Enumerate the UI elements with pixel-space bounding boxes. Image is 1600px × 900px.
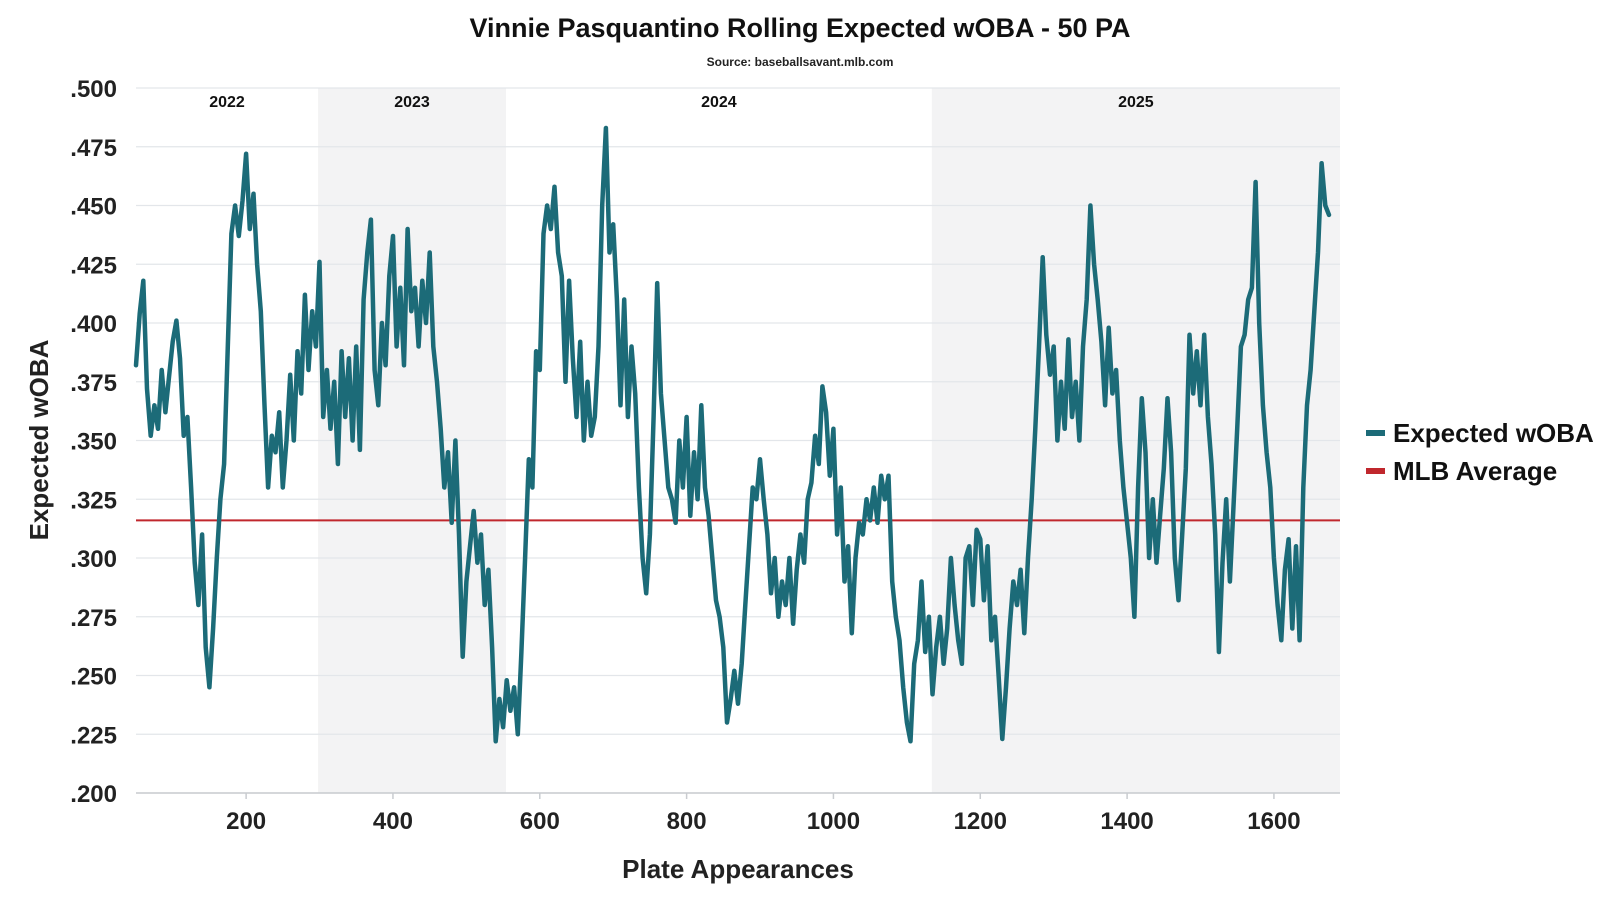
x-tick-label: 1200 (954, 808, 1007, 835)
legend-item-mlb-average: MLB Average (1366, 456, 1557, 486)
legend-swatch-expected-woba (1366, 430, 1385, 436)
y-tick-label: .400 (70, 311, 117, 338)
chart-subtitle: Source: baseballsavant.mlb.com (707, 55, 894, 69)
chart-title: Vinnie Pasquantino Rolling Expected wOBA… (469, 13, 1130, 43)
y-tick-label: .500 (70, 76, 117, 103)
series-group (133, 125, 1332, 744)
legend-label-mlb-average: MLB Average (1393, 456, 1557, 486)
y-tick-label: .200 (70, 781, 117, 808)
season-label-2022: 2022 (209, 94, 245, 111)
legend-label-expected-woba: Expected wOBA (1393, 418, 1594, 448)
x-tick-label: 600 (520, 808, 560, 835)
y-axis-ticks: .200 .225 .250 .275 .300 .325 .350 .375 .400 .425… (70, 76, 117, 808)
x-tick-label: 200 (226, 808, 266, 835)
x-tick-label: 1000 (807, 808, 860, 835)
expected-woba-line (133, 125, 1332, 744)
x-tick-label: 400 (373, 808, 413, 835)
y-tick-label: .250 (70, 664, 117, 691)
y-tick-label: .425 (70, 252, 117, 279)
y-tick-label: .450 (70, 194, 117, 221)
y-tick-label: .375 (70, 370, 117, 397)
season-labels: 2022 2023 2024 2025 (209, 94, 1154, 111)
x-axis-ticks: 200 400 600 800 1000 1200 1400 1600 (226, 793, 1301, 835)
legend: Expected wOBA MLB Average (1366, 418, 1594, 486)
season-label-2025: 2025 (1118, 94, 1154, 111)
y-tick-label: .275 (70, 605, 117, 632)
x-tick-label: 1600 (1247, 808, 1300, 835)
legend-item-expected-woba: Expected wOBA (1366, 418, 1594, 448)
y-tick-label: .325 (70, 487, 117, 514)
legend-swatch-mlb-average (1366, 468, 1385, 474)
y-tick-label: .225 (70, 722, 117, 749)
y-tick-label: .300 (70, 546, 117, 573)
y-axis-title: Expected wOBA (24, 339, 54, 540)
x-tick-label: 1400 (1100, 808, 1153, 835)
season-label-2023: 2023 (394, 94, 430, 111)
x-tick-label: 800 (667, 808, 707, 835)
x-axis-title: Plate Appearances (622, 854, 854, 884)
y-tick-label: .350 (70, 429, 117, 456)
season-label-2024: 2024 (701, 94, 737, 111)
y-tick-label: .475 (70, 135, 117, 162)
